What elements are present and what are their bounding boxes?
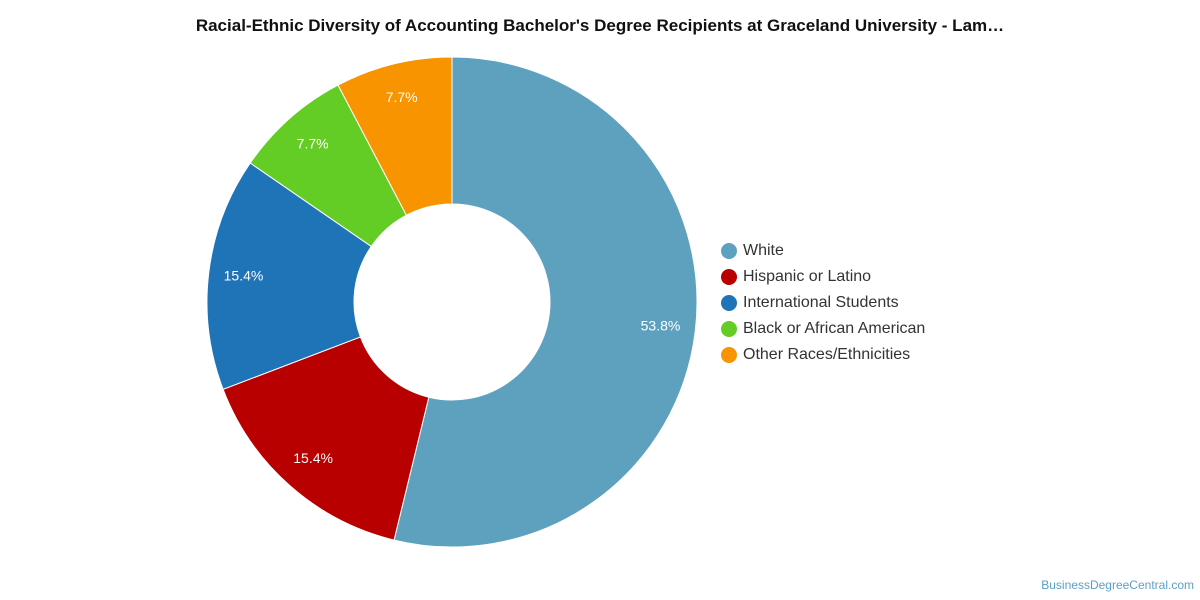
slice-value-label: 7.7% xyxy=(297,136,329,152)
legend-item-hispanic-or-latino[interactable]: Hispanic or Latino xyxy=(721,268,871,285)
legend-label: International Students xyxy=(743,294,899,311)
legend-label: Hispanic or Latino xyxy=(743,268,871,285)
slices-group xyxy=(206,56,698,548)
legend-swatch xyxy=(721,347,737,363)
legend: White Hispanic or Latino International Stu… xyxy=(721,242,925,363)
slice-value-label: 7.7% xyxy=(386,89,418,105)
watermark[interactable]: BusinessDegreeCentral.com xyxy=(1041,578,1194,592)
slice-white[interactable] xyxy=(393,56,698,548)
legend-label: Black or African American xyxy=(743,320,925,337)
legend-item-black-or-african-american[interactable]: Black or African American xyxy=(721,320,925,337)
slice-value-label: 53.8% xyxy=(641,318,681,334)
slice-labels-group: 53.8% 15.4% 15.4% 7.7% 7.7% xyxy=(224,89,681,466)
legend-swatch xyxy=(721,243,737,259)
legend-swatch xyxy=(721,269,737,285)
chart-title: Racial-Ethnic Diversity of Accounting Ba… xyxy=(195,16,1005,35)
legend-label: White xyxy=(743,242,784,259)
legend-swatch xyxy=(721,321,737,337)
legend-label: Other Races/Ethnicities xyxy=(743,346,910,363)
legend-item-white[interactable]: White xyxy=(721,242,784,259)
legend-item-international-students[interactable]: International Students xyxy=(721,294,899,311)
slice-value-label: 15.4% xyxy=(293,450,333,466)
legend-swatch xyxy=(721,295,737,311)
slice-hispanic-or-latino[interactable] xyxy=(222,336,430,541)
legend-item-other-races-ethnicities[interactable]: Other Races/Ethnicities xyxy=(721,346,910,363)
slice-other-races-ethnicities[interactable] xyxy=(337,56,453,216)
slice-international-students[interactable] xyxy=(206,162,372,390)
slice-value-label: 15.4% xyxy=(224,268,264,284)
